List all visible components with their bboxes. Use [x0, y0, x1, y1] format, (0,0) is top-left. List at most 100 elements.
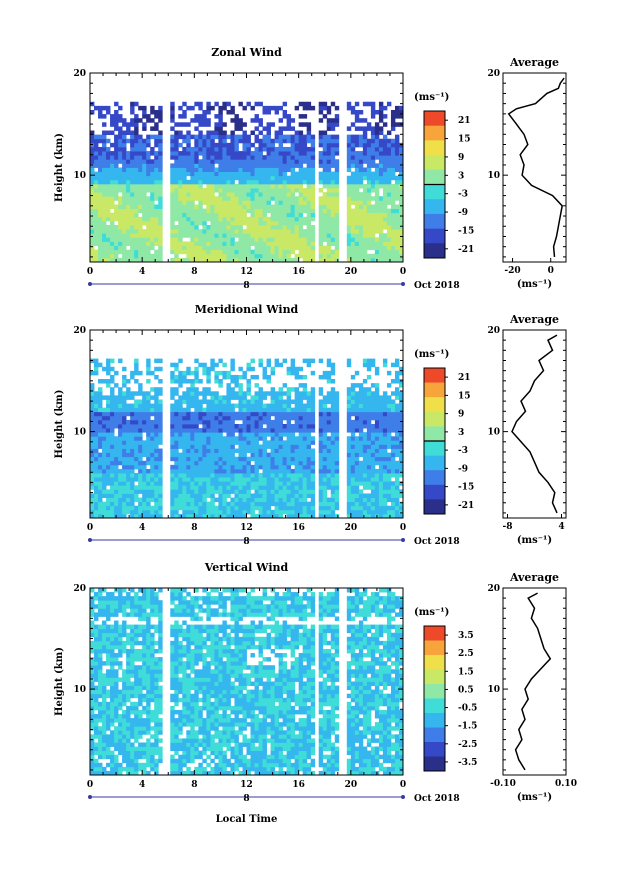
profile-frame	[502, 587, 567, 776]
profile-x-tick: 0.10	[555, 779, 577, 789]
colorbar-frame	[423, 625, 446, 772]
x-tick-label: 0	[400, 780, 406, 790]
colorbar-tick-label: -3.5	[458, 758, 477, 768]
colorbar-unit-label: (ms⁻¹)	[414, 349, 449, 360]
average-title: Average	[509, 56, 559, 69]
heatmap-field	[90, 101, 404, 263]
x-axis-label: Local Time	[216, 814, 278, 825]
profile-line	[514, 592, 552, 771]
average-profile: Average 20 10 -0.10 0.10(ms⁻¹)	[487, 571, 576, 803]
profile-line	[507, 77, 565, 257]
colorbar-segment	[424, 727, 445, 743]
colorbar-segment	[424, 698, 445, 714]
y-tick-label: 20	[73, 69, 86, 79]
x-tick-label: 16	[292, 267, 305, 277]
colorbar-segment	[424, 397, 445, 413]
x-tick-label: 0	[400, 523, 406, 533]
colorbar-segment	[424, 368, 445, 383]
colorbar-segment	[424, 228, 445, 244]
panel-title: Meridional Wind	[195, 303, 299, 316]
day-label: 8	[243, 794, 249, 804]
profile-y-tick: 10	[487, 428, 500, 438]
date-label: Oct 2018	[414, 794, 460, 804]
colorbar-segment	[424, 184, 445, 200]
x-tick-label: 20	[345, 267, 358, 277]
profile-y-tick: 20	[487, 584, 500, 594]
colorbar-segment	[424, 470, 445, 486]
colorbar-unit-label: (ms⁻¹)	[414, 92, 449, 103]
colorbar-segment	[424, 455, 445, 471]
colorbar-tick-label: 2.5	[458, 649, 474, 659]
y-tick-label: 10	[73, 685, 86, 695]
colorbar-tick-label: -0.5	[458, 704, 477, 714]
x-tick-label: 4	[139, 523, 145, 533]
profile-x-tick: -0.10	[490, 779, 516, 789]
colorbar-segment	[424, 169, 445, 185]
panel-title: Vertical Wind	[204, 561, 289, 574]
x-tick-label: 0	[87, 267, 93, 277]
day-label: 8	[243, 281, 249, 291]
colorbar-segment	[424, 411, 445, 427]
colorbar-tick-label: 3.5	[458, 631, 474, 641]
profile-y-tick: 10	[487, 171, 500, 181]
y-tick-label: 20	[73, 584, 86, 594]
colorbar-segment	[424, 713, 445, 728]
colorbar-segment	[424, 684, 445, 699]
y-tick-label: 20	[73, 326, 86, 336]
colorbar-segment	[424, 125, 445, 141]
colorbar-segment	[424, 626, 445, 641]
colorbar-segment	[424, 441, 445, 456]
x-tick-label: 12	[240, 267, 253, 277]
panel-2: Meridional Wind 0 4 8 12 16 20 0 20 10 Height (km)…	[54, 303, 567, 547]
date-label: Oct 2018	[414, 537, 460, 547]
date-label: Oct 2018	[414, 281, 460, 291]
colorbar-tick-label: 21	[458, 116, 471, 126]
x-tick-label: 20	[345, 523, 358, 533]
colorbar-unit-label: (ms⁻¹)	[414, 607, 449, 618]
colorbar-tick-label: -1.5	[458, 722, 477, 732]
heatmap-field	[90, 588, 404, 776]
profile-frame	[502, 329, 567, 519]
x-tick-label: 4	[139, 780, 145, 790]
colorbar-tick-label: 0.5	[458, 685, 474, 695]
colorbar-tick-label: 3	[458, 171, 464, 181]
panel-title: Zonal Wind	[211, 46, 282, 59]
colorbar-segment	[424, 155, 445, 171]
average-profile: Average 20 10 -20 0 (ms⁻¹)	[487, 56, 567, 290]
profile-unit-label: (ms⁻¹)	[517, 535, 552, 546]
colorbar-segment	[424, 669, 445, 685]
y-axis-label: Height (km)	[54, 647, 65, 716]
colorbar-tick-label: -21	[458, 501, 474, 511]
colorbar-tick-label: -3	[458, 190, 468, 200]
colorbar-tick-label: 21	[458, 373, 471, 383]
colorbar-segment	[424, 382, 445, 398]
y-axis-label: Height (km)	[54, 133, 65, 202]
colorbar-tick-label: 1.5	[458, 667, 474, 677]
x-tick-label: 8	[191, 780, 197, 790]
profile-unit-label: (ms⁻¹)	[517, 279, 552, 290]
colorbar-tick-label: 3	[458, 428, 464, 438]
colorbar-segment	[424, 213, 445, 229]
colorbar-tick-label: -21	[458, 245, 474, 255]
colorbar-tick-label: -9	[458, 208, 468, 218]
colorbar-segment	[424, 484, 445, 500]
average-title: Average	[509, 571, 559, 584]
colorbar-segment	[424, 756, 445, 772]
colorbar-segment	[424, 243, 445, 259]
profile-y-tick: 20	[487, 69, 500, 79]
average-profile: Average 20 10 -8 4 (ms⁻¹)	[487, 313, 567, 546]
colorbar-tick-label: 15	[458, 135, 471, 145]
profile-x-tick: -8	[503, 522, 513, 532]
profile-line	[511, 334, 558, 514]
colorbar-segment	[424, 199, 445, 215]
colorbar-tick-label: -2.5	[458, 740, 477, 750]
x-tick-label: 12	[240, 780, 253, 790]
x-tick-label: 16	[292, 523, 305, 533]
colorbar-segment	[424, 140, 445, 156]
colorbar-segment	[424, 640, 445, 656]
colorbar-tick-label: 9	[458, 410, 464, 420]
heatmap-field	[90, 358, 404, 519]
profile-y-tick: 20	[487, 326, 500, 336]
colorbar-segment	[424, 426, 445, 442]
